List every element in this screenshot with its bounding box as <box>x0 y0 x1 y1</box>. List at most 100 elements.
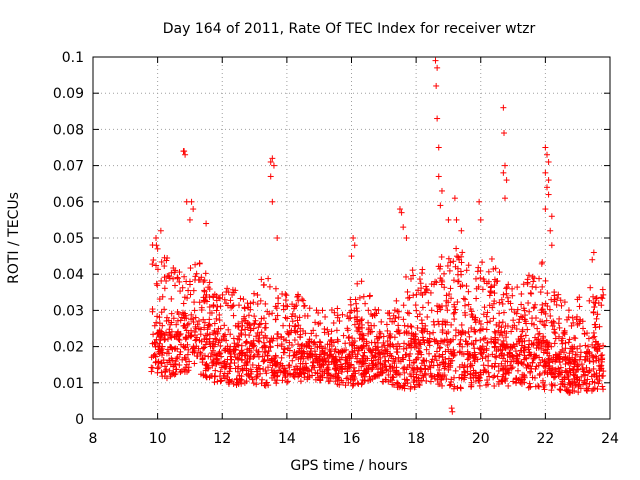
data-point <box>197 349 204 356</box>
data-point <box>592 353 599 360</box>
x-tick-label: 20 <box>472 431 490 447</box>
data-point <box>499 319 506 326</box>
data-point <box>335 338 342 345</box>
data-point <box>350 381 357 388</box>
data-point <box>439 318 446 325</box>
data-point <box>387 341 394 348</box>
data-point <box>552 335 559 342</box>
data-point <box>421 370 428 377</box>
data-point <box>540 349 547 356</box>
data-point <box>557 387 564 394</box>
data-point <box>331 348 338 355</box>
data-point <box>284 370 291 377</box>
data-point <box>530 355 537 362</box>
data-point <box>444 262 451 269</box>
data-point <box>430 318 437 325</box>
data-point <box>245 320 252 327</box>
data-point <box>547 227 554 234</box>
data-point <box>471 358 478 365</box>
data-point <box>196 276 203 283</box>
data-point <box>153 319 160 326</box>
data-point <box>570 371 577 378</box>
data-point <box>266 283 273 290</box>
data-point <box>217 303 224 310</box>
data-point <box>168 269 175 276</box>
data-point <box>156 320 163 327</box>
data-point <box>257 297 264 304</box>
data-point <box>315 309 322 316</box>
data-point <box>192 273 199 280</box>
data-point <box>542 144 549 151</box>
data-point <box>159 373 166 380</box>
data-point <box>514 306 521 313</box>
data-point <box>372 306 379 313</box>
data-point <box>187 291 194 298</box>
data-point <box>529 283 536 290</box>
data-point <box>480 276 487 283</box>
data-point <box>586 381 593 388</box>
data-point <box>358 316 365 323</box>
data-point <box>385 357 392 364</box>
data-point <box>513 376 520 383</box>
data-point <box>299 341 306 348</box>
data-point <box>548 213 555 220</box>
data-point <box>479 343 486 350</box>
data-point <box>538 307 545 314</box>
data-point <box>484 309 491 316</box>
data-point <box>334 336 341 343</box>
data-point <box>213 336 220 343</box>
data-point <box>211 379 218 386</box>
data-point <box>553 301 560 308</box>
data-point <box>403 235 410 241</box>
data-point <box>472 316 479 323</box>
data-point <box>509 292 516 299</box>
x-tick-label: 10 <box>149 431 167 447</box>
data-point <box>430 329 437 336</box>
data-point <box>523 320 530 327</box>
data-point <box>366 292 373 299</box>
data-point <box>377 330 384 337</box>
data-point <box>180 322 187 329</box>
data-point <box>206 294 213 301</box>
data-point <box>437 263 444 270</box>
data-point <box>415 336 422 343</box>
data-point <box>459 371 466 378</box>
data-point <box>468 383 475 390</box>
data-point <box>193 270 200 277</box>
data-point <box>319 348 326 355</box>
data-point <box>593 295 600 302</box>
data-point <box>166 331 173 338</box>
data-point <box>417 349 424 356</box>
data-point <box>319 368 326 375</box>
data-point <box>559 378 566 385</box>
data-point <box>334 375 341 382</box>
data-point <box>439 338 446 345</box>
data-point <box>235 333 242 340</box>
data-point <box>458 321 465 328</box>
data-point <box>348 253 355 260</box>
data-point <box>391 307 398 314</box>
data-point <box>383 321 390 328</box>
data-point <box>338 368 345 375</box>
data-point <box>257 370 264 377</box>
data-point <box>406 294 413 301</box>
data-point <box>465 328 472 335</box>
data-point <box>188 311 195 318</box>
data-point <box>410 292 417 299</box>
data-point <box>401 340 408 347</box>
data-point <box>403 351 410 358</box>
data-point <box>297 331 304 338</box>
data-point <box>173 321 180 328</box>
data-point <box>328 351 335 358</box>
data-point <box>284 378 291 385</box>
data-point <box>422 371 429 378</box>
data-point <box>423 346 430 353</box>
data-point <box>584 330 591 337</box>
data-point <box>510 317 517 324</box>
data-point <box>225 326 232 333</box>
data-point <box>253 364 260 371</box>
data-point <box>177 348 184 355</box>
data-point <box>316 357 323 364</box>
data-point <box>514 353 521 360</box>
